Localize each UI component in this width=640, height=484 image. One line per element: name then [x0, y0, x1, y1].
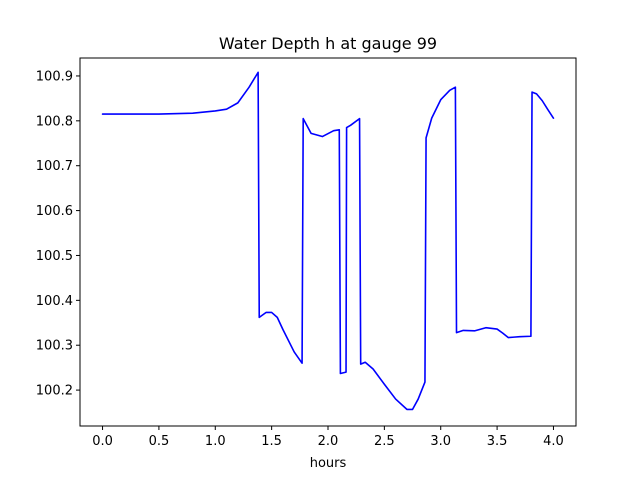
- y-tick-label: 100.4: [36, 294, 73, 309]
- y-tick-label: 100.5: [36, 249, 73, 264]
- x-tick-label: 3.5: [487, 434, 508, 449]
- x-tick-label: 2.0: [318, 434, 339, 449]
- y-tick-label: 100.9: [36, 69, 73, 84]
- x-tick-label: 0.5: [149, 434, 170, 449]
- y-tick-label: 100.8: [36, 114, 73, 129]
- chart-title: Water Depth h at gauge 99: [219, 34, 437, 53]
- y-tick-label: 100.7: [36, 159, 73, 174]
- y-tick-label: 100.3: [36, 339, 73, 354]
- x-tick-label: 1.0: [205, 434, 226, 449]
- y-tick-label: 100.6: [36, 204, 73, 219]
- x-tick-label: 2.5: [374, 434, 395, 449]
- plot-area: 0.0 0.5 1.0 1.5 2.0 2.5 3.0 3.5 4.0 100.2 100.3 100…: [36, 57, 577, 449]
- x-tick-label: 3.0: [430, 434, 451, 449]
- series-line-0: [101, 71, 555, 411]
- x-tick-label: 4.0: [543, 434, 564, 449]
- y-tick-label: 100.2: [36, 384, 73, 399]
- x-axis-label: hours: [310, 456, 347, 471]
- x-tick-label: 1.5: [261, 434, 282, 449]
- x-tick-label: 0.0: [92, 434, 113, 449]
